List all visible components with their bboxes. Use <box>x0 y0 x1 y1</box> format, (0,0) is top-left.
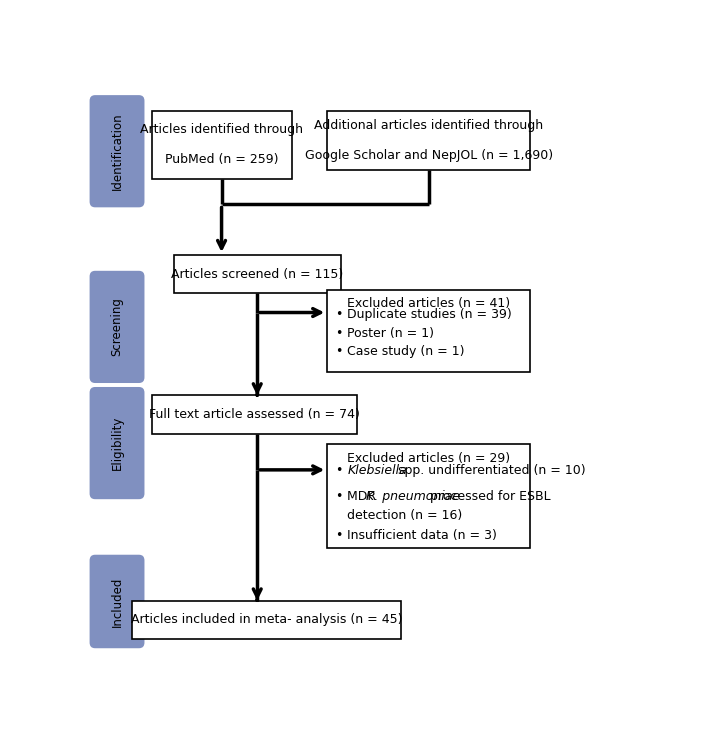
Text: Included: Included <box>110 576 123 626</box>
Text: •: • <box>336 308 343 321</box>
FancyBboxPatch shape <box>173 255 341 294</box>
Text: •: • <box>336 529 343 542</box>
Text: Excluded articles (n = 41): Excluded articles (n = 41) <box>347 297 510 311</box>
Text: Articles screened (n = 115): Articles screened (n = 115) <box>171 268 343 280</box>
FancyBboxPatch shape <box>90 387 144 499</box>
FancyBboxPatch shape <box>152 395 358 434</box>
Text: Poster (n = 1): Poster (n = 1) <box>348 327 435 339</box>
Text: Eligibility: Eligibility <box>110 416 123 470</box>
FancyBboxPatch shape <box>90 555 144 648</box>
FancyBboxPatch shape <box>327 111 530 171</box>
Text: Additional articles identified through

Google Scholar and NepJOL (n = 1,690): Additional articles identified through G… <box>304 119 553 162</box>
Text: Case study (n = 1): Case study (n = 1) <box>348 345 465 358</box>
FancyBboxPatch shape <box>90 271 144 383</box>
Text: Klebsiella: Klebsiella <box>348 464 407 478</box>
FancyBboxPatch shape <box>152 111 292 179</box>
Text: •: • <box>336 327 343 339</box>
FancyBboxPatch shape <box>327 444 530 548</box>
Text: Excluded articles (n = 29): Excluded articles (n = 29) <box>347 452 510 464</box>
Text: detection (n = 16): detection (n = 16) <box>348 509 463 522</box>
Text: Duplicate studies (n = 39): Duplicate studies (n = 39) <box>348 308 512 321</box>
Text: Insufficient data (n = 3): Insufficient data (n = 3) <box>348 529 497 542</box>
Text: spp. undifferentiated (n = 10): spp. undifferentiated (n = 10) <box>394 464 586 478</box>
Text: •: • <box>336 345 343 358</box>
FancyBboxPatch shape <box>327 289 530 372</box>
Text: Articles identified through

PubMed (n = 259): Articles identified through PubMed (n = … <box>140 124 303 166</box>
FancyBboxPatch shape <box>132 601 401 639</box>
Text: processed for ESBL: processed for ESBL <box>426 490 551 503</box>
Text: Screening: Screening <box>110 297 123 356</box>
FancyBboxPatch shape <box>90 95 144 208</box>
Text: K. pneumoniae: K. pneumoniae <box>365 490 459 503</box>
Text: Identification: Identification <box>110 113 123 190</box>
Text: Articles included in meta- analysis (n = 45): Articles included in meta- analysis (n =… <box>131 613 403 626</box>
Text: MDR: MDR <box>348 490 381 503</box>
Text: •: • <box>336 464 343 478</box>
Text: Full text article assessed (n = 74): Full text article assessed (n = 74) <box>149 408 360 421</box>
Text: •: • <box>336 490 343 503</box>
